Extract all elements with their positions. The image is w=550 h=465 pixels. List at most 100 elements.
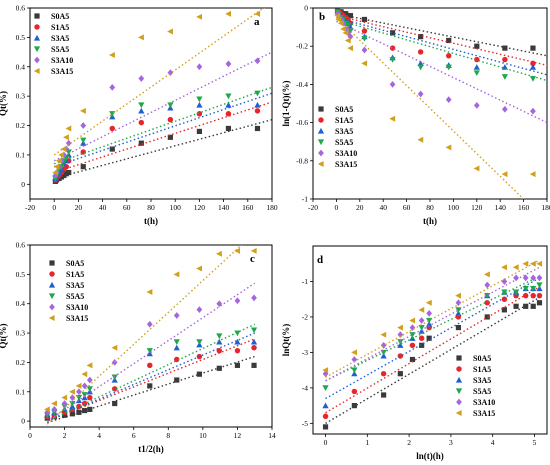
y-tick-label: -0.6 — [296, 118, 308, 127]
data-point-S0A5 — [196, 371, 202, 377]
data-point-S1A5 — [254, 108, 261, 114]
data-point-S5A5 — [522, 285, 529, 292]
data-point-S3A10 — [536, 274, 543, 282]
data-point-S0A5 — [61, 412, 68, 418]
data-point-S3A15 — [337, 20, 344, 27]
data-point-S3A15 — [351, 349, 357, 356]
fit-line-S3A10 — [53, 51, 272, 162]
x-tick-label: 4 — [491, 438, 495, 447]
data-point-S1A5 — [501, 296, 508, 302]
data-point-S3A10 — [51, 406, 58, 413]
data-point-S3A10 — [146, 320, 153, 328]
legend-marker-S3A5 — [455, 376, 463, 383]
data-point-S3A5 — [426, 320, 433, 327]
legend-label-S1A5: S1A5 — [335, 116, 353, 125]
data-point-S3A15 — [254, 10, 261, 17]
data-point-S3A15 — [55, 157, 62, 164]
data-point-S0A5 — [446, 37, 452, 44]
data-point-S3A15 — [473, 165, 480, 172]
data-point-S3A10 — [522, 274, 529, 282]
panel-letter: b — [319, 11, 325, 23]
data-point-S3A15 — [51, 400, 57, 407]
data-point-S3A5 — [397, 342, 404, 348]
data-point-S3A10 — [254, 57, 261, 65]
data-point-S0A5 — [351, 403, 357, 409]
data-point-S3A15 — [380, 331, 387, 338]
y-tick-label: 0.5 — [16, 270, 26, 279]
fit-line-S3A15 — [325, 259, 540, 378]
data-point-S3A10 — [445, 96, 452, 104]
legend-label-S3A10: S3A10 — [66, 303, 88, 312]
data-point-S3A10 — [138, 75, 145, 82]
y-tick-label: 0.2 — [16, 121, 26, 130]
data-point-S3A10 — [251, 294, 257, 302]
data-point-S3A5 — [380, 352, 387, 359]
x-tick-label: 40 — [379, 203, 387, 212]
data-point-S0A5 — [501, 307, 507, 313]
data-point-S3A15 — [109, 52, 115, 59]
data-point-S0A5 — [513, 303, 519, 309]
x-tick-label: 60 — [403, 203, 411, 212]
data-point-S3A15 — [483, 271, 490, 278]
x-tick-label: 2 — [407, 438, 411, 447]
panel-letter: d — [317, 254, 323, 266]
legend-label-S5A5: S5A5 — [335, 138, 353, 147]
data-point-S5A5 — [380, 349, 387, 356]
data-point-S0A5 — [216, 365, 222, 371]
legend-marker-S1A5 — [456, 366, 462, 372]
data-point-S3A10 — [351, 356, 358, 363]
x-tick-label: 14 — [268, 431, 276, 440]
panel-d: 0 1 2 3 4 5 -5 -4 -3 -2 -1 ln(t)(h) lnQt(%) d S0A5 S1A5… — [281, 245, 548, 461]
data-point-S3A10 — [501, 278, 508, 285]
x-tick-label: 40 — [99, 203, 107, 212]
legend-label-S3A5: S3A5 — [51, 34, 69, 43]
data-point-S3A15 — [529, 260, 536, 267]
legend-marker-S5A5 — [317, 139, 325, 146]
data-point-S3A5 — [473, 64, 480, 70]
data-point-S3A15 — [512, 264, 519, 271]
data-point-S5A5 — [80, 137, 87, 144]
data-point-S0A5 — [251, 362, 257, 368]
y-axis-label: Qt(%) — [0, 91, 8, 116]
y-tick-label: 0.4 — [16, 62, 26, 71]
y-tick-label: -4 — [302, 383, 308, 392]
data-point-S5A5 — [196, 96, 203, 103]
data-layer — [322, 259, 543, 430]
legend-marker-S3A15 — [455, 410, 462, 416]
data-point-S3A10 — [76, 388, 82, 396]
y-tick-label: 0.1 — [16, 150, 26, 159]
data-point-S5A5 — [225, 93, 232, 100]
data-point-S5A5 — [397, 339, 404, 345]
data-point-S3A5 — [225, 101, 232, 108]
x-tick-label: -20 — [25, 203, 35, 212]
data-point-S3A5 — [536, 285, 543, 292]
x-axis-label: t1/2(h) — [138, 444, 164, 454]
data-point-S3A15 — [529, 171, 536, 178]
data-point-S5A5 — [81, 392, 88, 398]
x-tick-label: 160 — [242, 203, 254, 212]
data-point-S0A5 — [397, 371, 403, 377]
data-point-S1A5 — [109, 125, 116, 132]
x-tick-label: 160 — [518, 203, 530, 212]
x-tick-label: 3 — [449, 438, 453, 447]
data-point-S3A10 — [426, 310, 433, 317]
data-point-S5A5 — [473, 70, 480, 77]
data-point-S3A5 — [455, 310, 462, 316]
fit-line-S3A15 — [46, 245, 243, 425]
legend-label-S5A5: S5A5 — [473, 387, 491, 396]
y-tick-label: 0.1 — [16, 387, 26, 396]
data-point-S3A10 — [80, 122, 87, 129]
x-tick-label: 1 — [365, 438, 369, 447]
y-tick-label: -1 — [302, 277, 308, 286]
data-point-S0A5 — [138, 140, 144, 146]
data-point-S3A15 — [250, 247, 257, 254]
fit-line-S5A5 — [336, 18, 547, 82]
data-point-S5A5 — [445, 64, 452, 71]
data-point-S0A5 — [347, 13, 354, 19]
legend-label-S3A15: S3A15 — [66, 314, 88, 323]
data-point-S1A5 — [167, 116, 174, 123]
data-point-S1A5 — [530, 292, 536, 299]
data-point-S0A5 — [418, 34, 424, 40]
data-point-S0A5 — [419, 342, 425, 348]
data-point-S3A10 — [225, 60, 232, 68]
